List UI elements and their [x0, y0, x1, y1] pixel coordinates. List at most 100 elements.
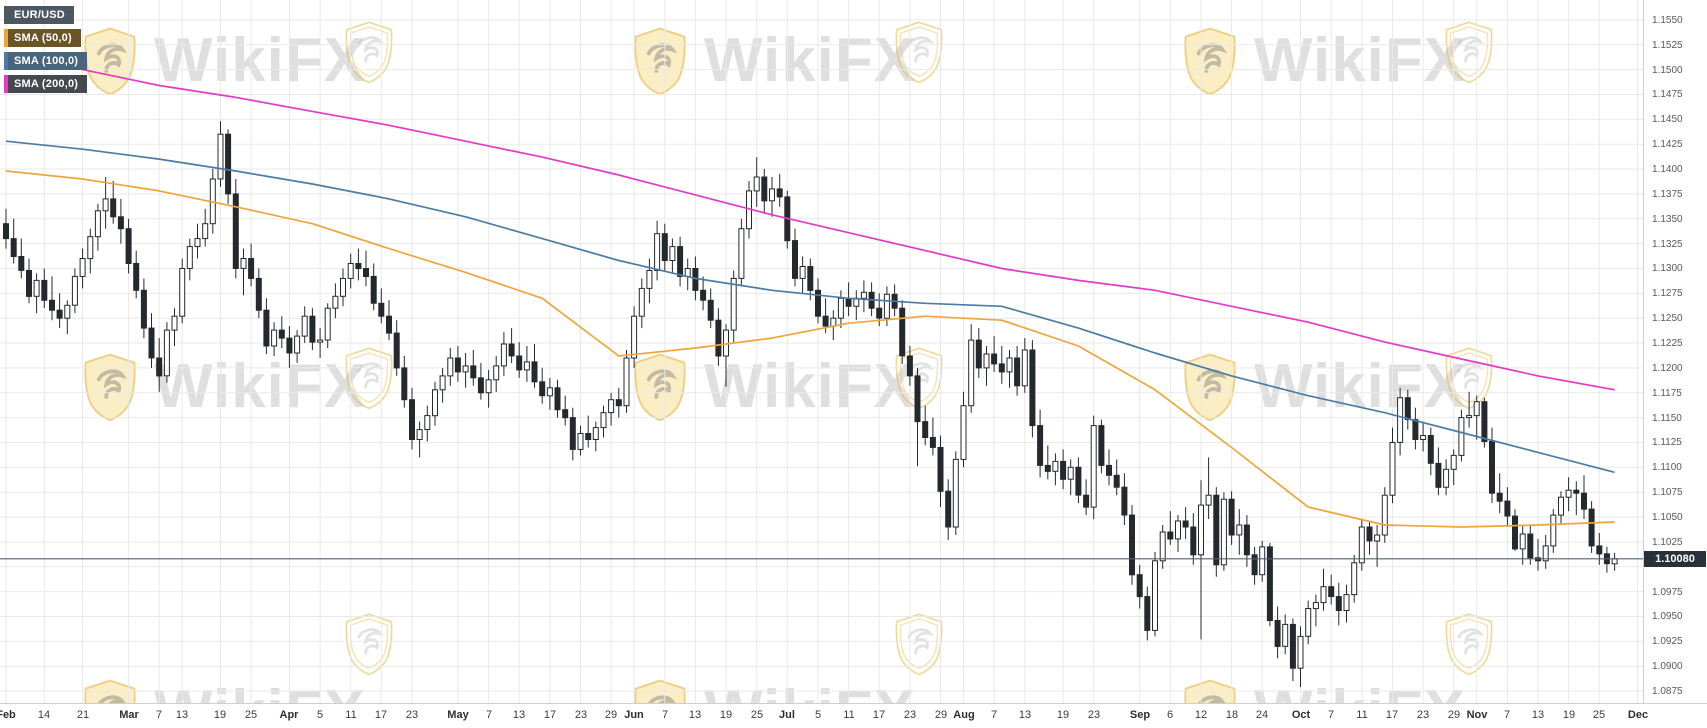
- wikifx-watermark: WikiFX: [78, 26, 366, 96]
- price-axis-label: 1.0875: [1652, 686, 1683, 697]
- time-axis-label: 23: [574, 709, 588, 721]
- price-axis-label: 1.1500: [1652, 65, 1683, 76]
- time-axis-label: 23: [405, 709, 419, 721]
- price-axis-label: 1.1250: [1652, 313, 1683, 324]
- price-axis-label: 1.0900: [1652, 661, 1683, 672]
- time-axis-label: 29: [1447, 709, 1461, 721]
- time-axis-label: 7: [1327, 709, 1335, 721]
- time-axis-label: 25: [1592, 709, 1606, 721]
- time-axis-label: 18: [1225, 709, 1239, 721]
- legend-sma100-badge[interactable]: SMA (100,0): [4, 52, 88, 70]
- time-axis-label: 13: [512, 709, 526, 721]
- time-axis-label: Nov: [1466, 709, 1488, 721]
- time-axis-label: 7: [155, 709, 163, 721]
- time-axis-label: 7: [1503, 709, 1511, 721]
- time-axis-label: 25: [750, 709, 764, 721]
- time-axis-label: 17: [374, 709, 388, 721]
- time-axis-label: 12: [1194, 709, 1208, 721]
- time-axis-label: 17: [543, 709, 557, 721]
- time-axis[interactable]: Feb 14 21 Mar 7 13 19 25 Apr 5 11 17 23 May 7 13 17 23 29 J…: [0, 703, 1707, 728]
- time-axis-label: 14: [37, 709, 51, 721]
- price-axis-label: 1.1475: [1652, 89, 1683, 100]
- indicator-legend: EUR/USD SMA (50,0) SMA (100,0) SMA (200,…: [4, 6, 88, 93]
- price-chart-canvas[interactable]: [0, 0, 1643, 703]
- price-axis-label: 1.1400: [1652, 164, 1683, 175]
- price-axis-label: 1.1350: [1652, 214, 1683, 225]
- price-axis-label: 1.0925: [1652, 636, 1683, 647]
- time-axis-label: 23: [1416, 709, 1430, 721]
- time-axis-label: 11: [1356, 709, 1368, 721]
- last-price-value: 1.10080: [1655, 553, 1695, 565]
- time-axis-label: 23: [903, 709, 917, 721]
- wikifx-watermark: WikiFX: [78, 352, 366, 422]
- time-axis-label: 6: [1166, 709, 1174, 721]
- time-axis-label: 21: [76, 709, 90, 721]
- watermark-text: WikiFX: [1254, 352, 1467, 421]
- price-axis-label: 1.1150: [1652, 413, 1682, 424]
- legend-sma50-badge[interactable]: SMA (50,0): [4, 29, 81, 47]
- time-axis-label: 5: [814, 709, 822, 721]
- price-axis-label: 1.1325: [1652, 239, 1683, 250]
- price-axis-label: 1.1100: [1652, 462, 1682, 473]
- time-axis-label: 24: [1255, 709, 1269, 721]
- watermark-text: WikiFX: [1254, 26, 1467, 95]
- price-axis-label: 1.1425: [1652, 139, 1683, 150]
- time-axis-label: May: [447, 709, 469, 721]
- time-axis-label: 29: [934, 709, 948, 721]
- legend-sma200-badge[interactable]: SMA (200,0): [4, 75, 88, 93]
- time-axis-label: 5: [316, 709, 324, 721]
- time-axis-label: Jun: [624, 709, 644, 721]
- price-axis-label: 1.1375: [1652, 189, 1683, 200]
- watermark-text: WikiFX: [704, 26, 917, 95]
- time-axis-label: 13: [688, 709, 702, 721]
- time-axis-label: 7: [661, 709, 669, 721]
- price-axis-label: 1.0975: [1652, 587, 1683, 598]
- wikifx-shield-outline-icon: [1440, 20, 1498, 84]
- price-axis-label: 1.0950: [1652, 611, 1683, 622]
- price-axis-label: 1.1200: [1652, 363, 1683, 374]
- time-axis-label: 7: [485, 709, 493, 721]
- time-axis-label: Jul: [779, 709, 795, 721]
- last-price-badge: 1.10080: [1644, 551, 1706, 567]
- time-axis-label: 25: [244, 709, 258, 721]
- time-axis-label: Apr: [279, 709, 299, 721]
- wikifx-watermark: WikiFX: [628, 26, 916, 96]
- price-axis-label: 1.1050: [1652, 512, 1683, 523]
- time-axis-label: 17: [872, 709, 886, 721]
- price-axis-label: 1.1300: [1652, 263, 1683, 274]
- time-axis-label: Aug: [953, 709, 975, 721]
- time-axis-label: Feb: [0, 709, 16, 721]
- time-axis-label: 13: [1018, 709, 1032, 721]
- legend-symbol-badge[interactable]: EUR/USD: [4, 6, 74, 24]
- price-axis-label: 1.1450: [1652, 114, 1683, 125]
- price-axis[interactable]: 1.1550 1.1525 1.1500 1.1475 1.1450 1.1425 1.14…: [1643, 0, 1707, 703]
- watermark-text: WikiFX: [154, 352, 367, 421]
- time-axis-label: Dec: [1627, 709, 1649, 721]
- wikifx-watermark: WikiFX: [1178, 352, 1466, 422]
- time-axis-label: Oct: [1291, 709, 1311, 721]
- time-axis-label: 19: [1562, 709, 1576, 721]
- time-axis-label: 19: [213, 709, 227, 721]
- watermark-text: WikiFX: [154, 26, 367, 95]
- time-axis-label: Mar: [119, 709, 139, 721]
- price-axis-label: 1.1175: [1652, 388, 1682, 399]
- price-axis-label: 1.1550: [1652, 15, 1683, 26]
- price-axis-label: 1.1125: [1652, 437, 1682, 448]
- price-axis-label: 1.1525: [1652, 40, 1683, 51]
- wikifx-watermark: WikiFX: [628, 352, 916, 422]
- price-axis-label: 1.1275: [1652, 288, 1683, 299]
- time-axis-label: Sep: [1129, 709, 1151, 721]
- price-axis-label: 1.1025: [1652, 537, 1683, 548]
- time-axis-label: 19: [1056, 709, 1070, 721]
- price-axis-label: 1.1075: [1652, 487, 1683, 498]
- time-axis-label: 13: [175, 709, 189, 721]
- time-axis-label: 17: [1385, 709, 1399, 721]
- time-axis-label: 13: [1531, 709, 1545, 721]
- time-axis-label: 23: [1087, 709, 1101, 721]
- time-axis-label: 7: [990, 709, 998, 721]
- watermark-text: WikiFX: [704, 352, 917, 421]
- time-axis-label: 11: [345, 709, 357, 721]
- time-axis-label: 11: [843, 709, 855, 721]
- time-axis-label: 29: [604, 709, 618, 721]
